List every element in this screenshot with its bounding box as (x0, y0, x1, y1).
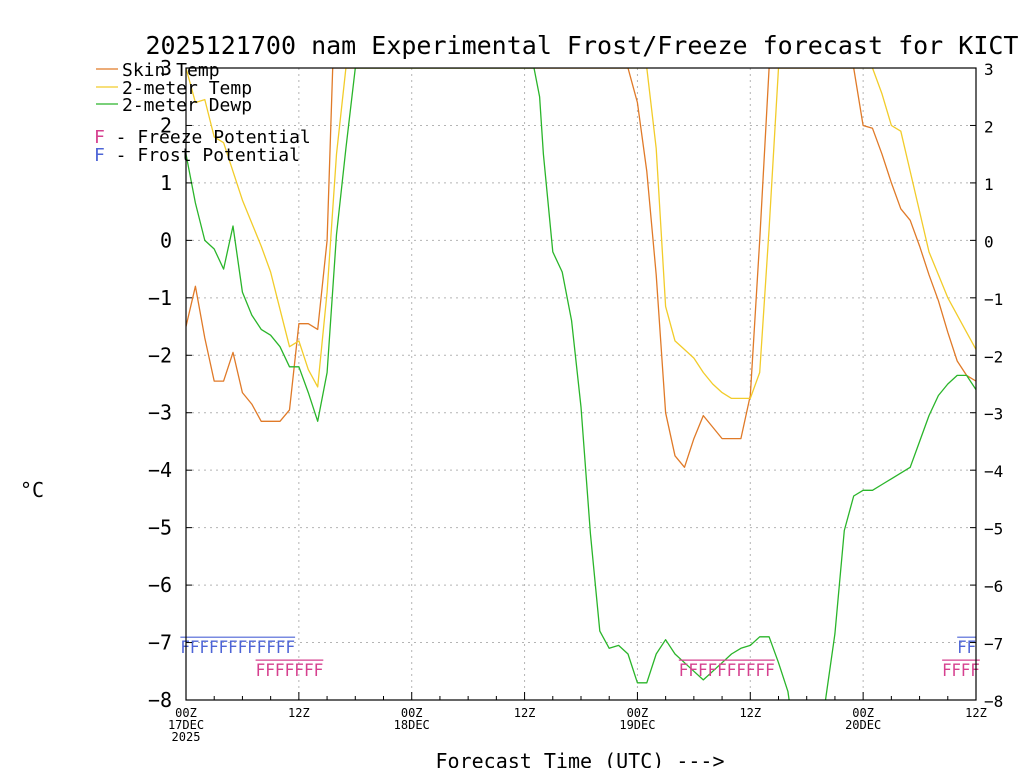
y-tick-label-right: −5 (984, 520, 1003, 539)
series-group (186, 68, 976, 700)
legend-frost-letter: F (94, 145, 105, 166)
y-tick-label-left: 1 (160, 171, 172, 195)
y-tick-label-left: 3 (160, 56, 172, 80)
legend-freeze-letter: F (94, 127, 105, 148)
x-tick-label: 00Z (627, 706, 649, 720)
x-axis-label: Forecast Time (UTC) ---> (436, 749, 725, 768)
y-tick-label-right: 1 (984, 175, 994, 194)
legend-frost-label: - Frost Potential (105, 145, 300, 166)
chart-title: 2025121700 nam Experimental Frost/Freeze… (146, 31, 1019, 60)
x-tick-label: 12Z (965, 706, 987, 720)
frost-freeze-flags: FFFFFFFFFFFF FFFFFFFFF FFFFFFFFFF FFFF (180, 636, 980, 681)
y-tick-label-left: 2 (160, 113, 172, 137)
y-tick-label-right: −1 (984, 290, 1003, 309)
x-tick-label: 2025 (172, 730, 201, 744)
legend: Skin Temp 2-meter Temp 2-meter Dewp F - … (94, 60, 311, 166)
x-tick-label: 12Z (288, 706, 310, 720)
legend-freeze-entry: F - Freeze Potential (94, 127, 311, 148)
y-tick-label-right: −8 (984, 692, 1003, 711)
y-tick-label-right: −6 (984, 577, 1003, 596)
y-axis-label: °C (20, 478, 44, 502)
y-tick-label-left: −4 (148, 458, 172, 482)
y-tick-label-left: −1 (148, 286, 172, 310)
x-tick-label: 12Z (739, 706, 761, 720)
legend-t2m-label: 2-meter Temp (122, 78, 252, 99)
legend-frost-entry: F - Frost Potential (94, 145, 300, 166)
x-tick-label: 00Z (401, 706, 423, 720)
legend-skin-label: Skin Temp (122, 60, 220, 81)
x-tick-label: 00Z (852, 706, 874, 720)
y-tick-label-right: −4 (984, 462, 1003, 481)
x-tick-label: 12Z (514, 706, 536, 720)
series-line-2-meter-temp (186, 68, 976, 400)
y-tick-label-right: 3 (984, 60, 994, 79)
freeze-row-label: FFFFFFFFFF (679, 661, 775, 681)
x-tick-label: 18DEC (394, 718, 430, 732)
legend-dewp-label: 2-meter Dewp (122, 95, 252, 116)
y-tick-label-right: −7 (984, 635, 1003, 654)
x-tick-label: 00Z (175, 706, 197, 720)
y-tick-label-left: −3 (148, 401, 172, 425)
y-tick-label-left: −2 (148, 343, 172, 367)
y-tick-label-right: 2 (984, 117, 994, 136)
frost-row-label: FF (957, 638, 976, 658)
x-tick-label: 17DEC (168, 718, 204, 732)
legend-freeze-label: - Freeze Potential (105, 127, 311, 148)
frost-row-label: FFFFFFFFFFFF (180, 638, 295, 658)
axes: 3 3 2 2 1 1 0 0 −1 −1 −2 −2 −3 −3 −4 −4 −5 −5 −6 −6 −7 −7 −8 −8… (148, 56, 1003, 744)
y-tick-label-left: −5 (148, 516, 172, 540)
series-line-skin-temp (186, 68, 976, 468)
y-tick-label-right: 0 (984, 232, 994, 251)
y-tick-label-left: 0 (160, 228, 172, 252)
x-tick-label: 20DEC (845, 718, 881, 732)
series-line-2-meter-dewp (186, 68, 976, 700)
y-tick-label-right: −2 (984, 347, 1003, 366)
y-tick-label-left: −6 (148, 573, 172, 597)
freeze-row-label: FFFFFFF (256, 661, 324, 681)
x-tick-label: 19DEC (619, 718, 655, 732)
freeze-row-label: FFFF (942, 661, 980, 681)
y-tick-label-right: −3 (984, 405, 1003, 424)
y-tick-label-left: −8 (148, 688, 172, 712)
y-tick-label-left: −7 (148, 631, 172, 655)
